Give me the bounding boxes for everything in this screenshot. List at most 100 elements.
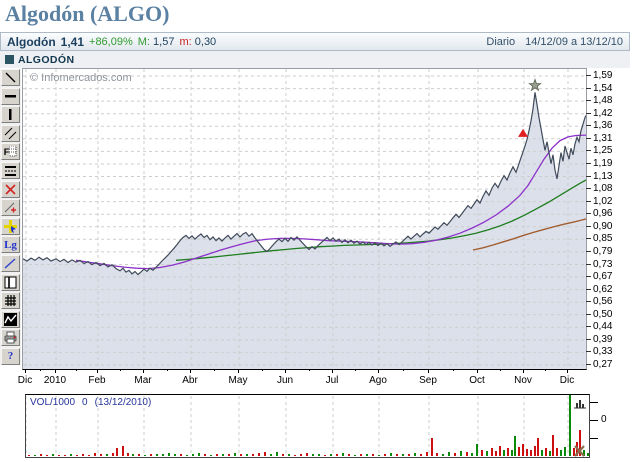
volume-bar — [94, 453, 96, 456]
series-legend: ALGODÓN — [0, 51, 630, 68]
time-axis: Dic 2010 Feb Mar Abr May Jun Jul Ago Sep Oct Nov Dic — [18, 369, 587, 389]
y-tick-label: 1,36 — [593, 120, 613, 132]
y-tick — [586, 225, 591, 227]
y-tick-label: 1,42 — [593, 107, 613, 119]
grid-icon — [5, 295, 16, 307]
volume-bar — [503, 450, 505, 456]
y-tick — [586, 351, 591, 353]
chart-style-icon — [4, 312, 17, 326]
volume-bar — [556, 448, 558, 456]
y-tick — [586, 100, 591, 102]
crosshair-button[interactable] — [1, 199, 20, 217]
volume-chart-icon[interactable] — [573, 396, 587, 409]
ma-slow-line — [472, 218, 587, 251]
volume-bar — [384, 454, 386, 456]
split-view-button[interactable] — [1, 273, 20, 291]
y-tick-label: 1,31 — [593, 132, 613, 144]
parallel-channel-button[interactable] — [1, 124, 20, 142]
drawing-toolbar: F Lg ? — [0, 69, 21, 365]
volume-bar — [495, 451, 497, 456]
min-group: m: 0,30 — [179, 36, 216, 48]
x-tick — [190, 369, 191, 373]
x-minor-tick — [355, 369, 356, 371]
x-minor-tick — [120, 369, 121, 371]
volume-bar — [514, 436, 516, 456]
y-tick — [586, 326, 591, 328]
volume-bar — [156, 454, 158, 456]
x-tick-label: Nov — [514, 375, 532, 386]
help-button[interactable]: ? — [1, 347, 20, 365]
volume-bar — [396, 454, 398, 456]
volume-bar — [511, 450, 513, 456]
volume-value: 0 — [82, 397, 88, 408]
y-tick — [586, 250, 591, 252]
price-plot-svg — [22, 69, 587, 370]
volume-bar — [58, 455, 60, 456]
volume-bar — [414, 453, 416, 456]
x-tick — [238, 369, 239, 373]
volume-bar — [420, 454, 422, 456]
delete-drawings-button[interactable] — [1, 180, 20, 198]
max-group: M: 1,57 — [138, 36, 175, 48]
volume-bar — [82, 454, 84, 456]
price-chart[interactable] — [22, 68, 587, 370]
volume-bar — [276, 452, 278, 456]
volume-panel[interactable]: VOL/1000 0 (13/12/2010) — [25, 394, 590, 458]
fibonacci-grid-icon — [9, 146, 17, 157]
volume-bar — [288, 454, 290, 456]
y-tick-label: 1,59 — [593, 70, 613, 81]
volume-bar — [342, 453, 344, 456]
watermark: © Infomercados.com — [30, 72, 132, 84]
volume-bar — [530, 450, 532, 456]
vertical-line-button[interactable] — [1, 106, 20, 124]
volume-close-icon[interactable] — [573, 444, 587, 457]
chart-style-button[interactable] — [1, 310, 20, 328]
volume-bar — [431, 438, 433, 456]
log-scale-button[interactable]: Lg — [1, 236, 20, 254]
volume-bar — [210, 455, 212, 456]
volume-zero-label: 0 — [601, 414, 607, 425]
volume-axis: 0 — [590, 394, 635, 458]
y-tick — [586, 313, 591, 315]
change-percent: +86,09% — [89, 35, 133, 48]
quote-header: Algodón 1,41 +86,09% M: 1,57 m: 0,30 Dia… — [0, 32, 630, 51]
y-tick — [586, 175, 591, 177]
trend-line-button[interactable] — [1, 69, 20, 86]
volume-bar — [471, 453, 473, 456]
x-tick-label: Mar — [134, 375, 152, 386]
volume-bar — [390, 453, 392, 456]
log-scale-icon: Lg — [4, 238, 17, 251]
price-area-fill — [23, 92, 586, 370]
x-minor-tick — [214, 369, 215, 371]
volume-bar — [216, 454, 218, 456]
volume-bar — [518, 447, 520, 456]
pointer-button[interactable] — [1, 217, 20, 235]
volume-bar — [112, 453, 114, 456]
draw-line-button[interactable] — [1, 254, 20, 272]
price-levels-button[interactable] — [1, 161, 20, 179]
volume-bar — [442, 454, 444, 456]
volume-bar — [100, 454, 102, 456]
volume-svg — [25, 395, 589, 456]
horizontal-line-icon — [5, 94, 16, 98]
x-tick-label: Dic — [17, 375, 33, 386]
x-tick — [523, 369, 524, 373]
volume-bar — [402, 454, 404, 456]
volume-bar — [64, 455, 66, 456]
volume-bar — [204, 454, 206, 456]
x-tick — [285, 369, 286, 373]
horizontal-line-button[interactable] — [1, 87, 20, 105]
x-minor-tick — [167, 369, 168, 371]
fibonacci-button[interactable]: F — [1, 143, 20, 161]
y-tick-label: 0,73 — [593, 258, 613, 270]
volume-bar — [541, 450, 543, 456]
print-button[interactable] — [1, 329, 20, 347]
peak-marker-icon — [528, 78, 542, 92]
price-axis: 1,59 1,54 1,48 1,42 1,36 1,31 1,25 1,19 1,13 1,08… — [586, 68, 628, 370]
x-tick — [55, 369, 56, 373]
y-tick — [586, 338, 591, 340]
min-label: m: — [179, 35, 192, 48]
y-tick-label: 1,25 — [593, 145, 613, 157]
volume-bar — [522, 444, 524, 456]
grid-button[interactable] — [1, 292, 20, 310]
